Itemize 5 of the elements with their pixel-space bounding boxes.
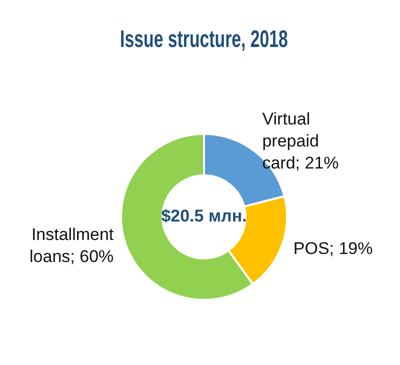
text: $20.5 млн. xyxy=(161,206,247,226)
slice-label: Installment loans; 60% xyxy=(30,224,114,266)
slice-label: POS; 19% xyxy=(293,238,373,258)
slice-label: Virtual prepaid card; 21% xyxy=(262,110,339,173)
chart-title: Issue structure, 2018 xyxy=(120,26,288,53)
